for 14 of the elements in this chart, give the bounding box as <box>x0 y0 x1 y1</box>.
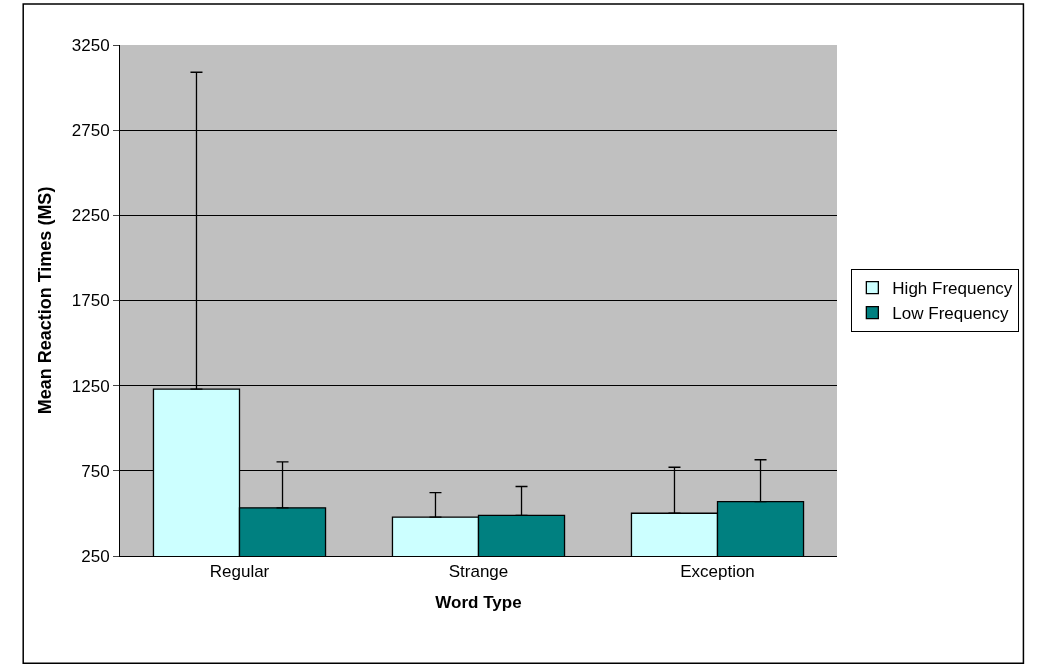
y-tick-label: 250 <box>81 546 110 566</box>
legend-label: Low Frequency <box>892 304 1010 324</box>
y-tick-label: 2250 <box>71 206 110 226</box>
x-tick-label: Exception <box>680 562 755 582</box>
x-tick-label: Regular <box>209 562 270 582</box>
x-axis-title: Word Type <box>435 592 522 612</box>
x-tick-label: Strange <box>448 562 509 582</box>
y-tick-label: 2750 <box>71 121 110 141</box>
y-tick-label: 750 <box>81 461 110 481</box>
legend-label: High Frequency <box>892 279 1013 299</box>
y-axis-title: Mean Reaction Times (MS) <box>34 186 55 415</box>
y-tick-label: 1750 <box>71 291 110 311</box>
y-tick-label: 1250 <box>71 376 110 396</box>
y-tick-label: 3250 <box>71 35 110 55</box>
